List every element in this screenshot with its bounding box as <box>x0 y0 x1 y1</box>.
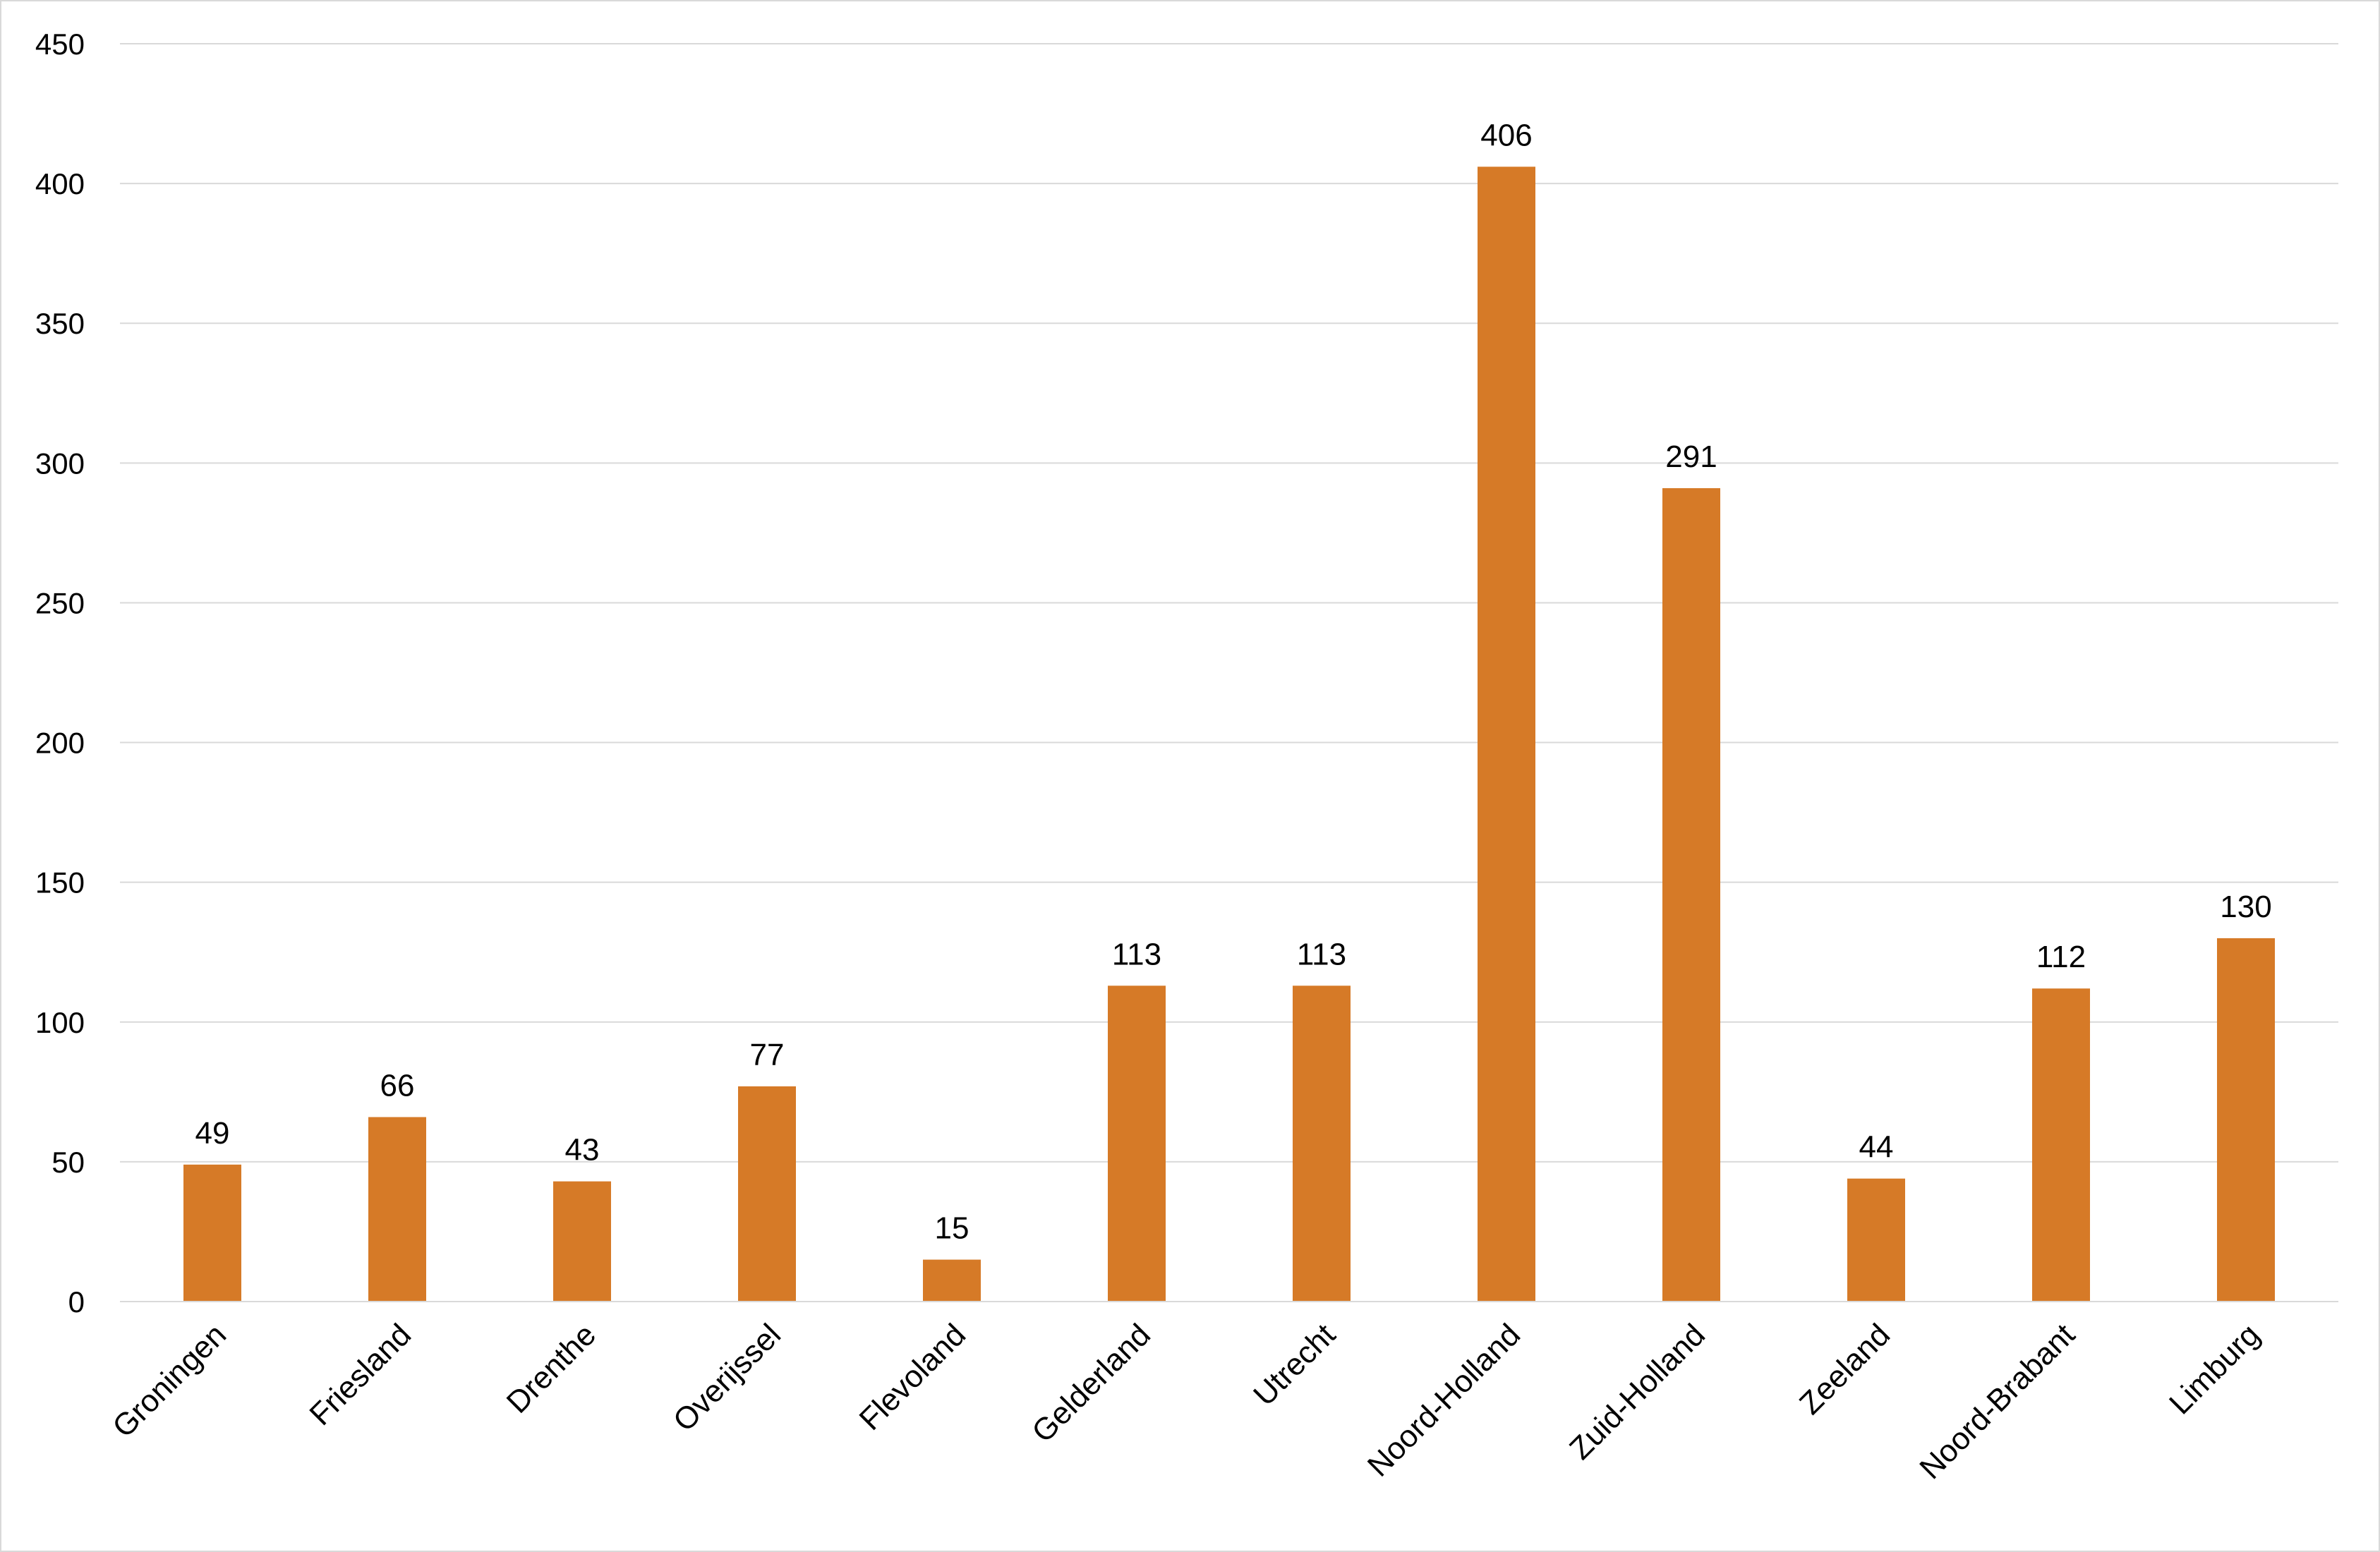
gridlines <box>120 43 2338 1163</box>
x-tick-label: Groningen <box>106 1317 233 1444</box>
bar-flevoland <box>923 1259 981 1302</box>
data-label: 406 <box>1480 118 1532 152</box>
y-tick-label: 300 <box>35 447 85 480</box>
x-tick-label: Noord-Holland <box>1361 1317 1527 1483</box>
data-label: 44 <box>1859 1130 1894 1165</box>
bar-groningen <box>183 1164 241 1302</box>
x-tick-label: Gelderland <box>1025 1317 1157 1449</box>
y-tick-label: 0 <box>68 1285 85 1318</box>
y-tick-label: 350 <box>35 307 85 340</box>
y-tick-label: 100 <box>35 1006 85 1039</box>
data-label: 15 <box>935 1211 969 1246</box>
data-label: 49 <box>195 1116 230 1151</box>
bars <box>183 166 2275 1302</box>
y-tick-label: 150 <box>35 866 85 899</box>
x-tick-label: Overijssel <box>667 1317 787 1438</box>
bar-gelderland <box>1108 986 1166 1302</box>
y-tick-label: 250 <box>35 586 85 619</box>
data-label: 113 <box>1297 937 1346 971</box>
y-axis-ticks: 0 50 100 150 200 250 300 350 400 450 <box>35 28 85 1318</box>
bar-zeeland <box>1847 1178 1905 1302</box>
y-tick-label: 50 <box>52 1146 85 1179</box>
bar-drenthe <box>553 1181 611 1302</box>
data-label: 77 <box>750 1038 785 1072</box>
data-labels: 49 66 43 77 15 113 113 406 291 44 112 130 <box>195 118 2272 1245</box>
data-label: 113 <box>1112 937 1161 971</box>
y-tick-label: 200 <box>35 727 85 760</box>
bar-noord-holland <box>1478 166 1535 1302</box>
data-label: 291 <box>1665 439 1717 474</box>
bar-zuid-holland <box>1662 487 1720 1302</box>
data-label: 43 <box>565 1133 600 1168</box>
x-tick-label: Drenthe <box>500 1317 603 1419</box>
x-tick-label: Utrecht <box>1247 1317 1342 1412</box>
data-label: 66 <box>380 1068 415 1103</box>
x-tick-label: Zeeland <box>1793 1317 1897 1421</box>
bar-utrecht <box>1293 986 1351 1302</box>
x-tick-label: Noord-Brabant <box>1913 1317 2082 1486</box>
bar-noord-brabant <box>2032 988 2090 1302</box>
y-tick-label: 400 <box>35 167 85 200</box>
y-tick-label: 450 <box>35 28 85 61</box>
bar-friesland <box>368 1117 426 1302</box>
data-label: 112 <box>2036 940 2086 974</box>
data-label: 130 <box>2220 890 2271 924</box>
x-tick-label: Limburg <box>2163 1317 2266 1421</box>
x-tick-label: Zuid-Holland <box>1563 1317 1712 1466</box>
bar-overijssel <box>738 1086 796 1302</box>
x-tick-label: Flevoland <box>853 1317 973 1437</box>
x-tick-label: Friesland <box>303 1317 418 1432</box>
x-axis-ticks: Groningen Friesland Drenthe Overijssel Flevo… <box>106 1317 2266 1486</box>
bar-limburg <box>2217 938 2275 1302</box>
